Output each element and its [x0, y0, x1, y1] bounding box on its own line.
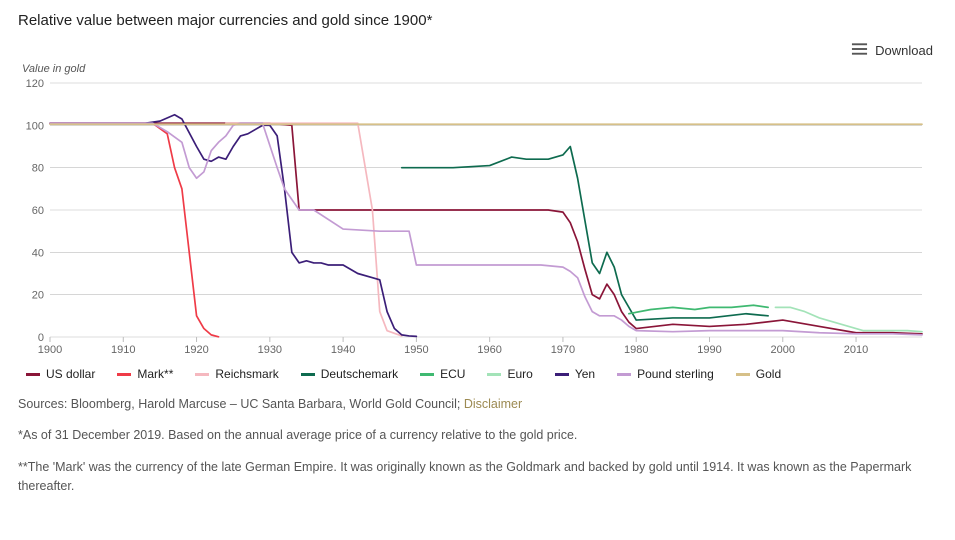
svg-text:1950: 1950 [404, 344, 428, 356]
svg-text:1920: 1920 [184, 344, 208, 356]
y-axis-title: Value in gold [22, 63, 937, 75]
legend-item[interactable]: Yen [555, 367, 595, 381]
svg-text:120: 120 [26, 78, 44, 90]
svg-text:1910: 1910 [111, 344, 135, 356]
disclaimer-link[interactable]: Disclaimer [464, 397, 522, 411]
legend-label: US dollar [46, 367, 95, 381]
svg-text:80: 80 [32, 163, 44, 175]
legend-label: ECU [440, 367, 465, 381]
legend-label: Pound sterling [637, 367, 714, 381]
svg-text:40: 40 [32, 247, 44, 259]
legend-swatch [420, 373, 434, 376]
download-button[interactable]: Download [851, 42, 933, 59]
svg-text:0: 0 [38, 332, 44, 344]
legend-swatch [736, 373, 750, 376]
legend-swatch [617, 373, 631, 376]
legend-item[interactable]: Reichsmark [195, 367, 278, 381]
svg-text:2010: 2010 [844, 344, 868, 356]
legend-swatch [195, 373, 209, 376]
svg-text:60: 60 [32, 205, 44, 217]
svg-text:1940: 1940 [331, 344, 355, 356]
svg-text:1990: 1990 [697, 344, 721, 356]
legend: US dollar Mark** Reichsmark Deutschemark ECU… [26, 367, 937, 381]
footnotes: Sources: Bloomberg, Harold Marcuse – UC … [18, 395, 937, 497]
svg-text:1930: 1930 [258, 344, 282, 356]
sources-line: Sources: Bloomberg, Harold Marcuse – UC … [18, 395, 937, 414]
svg-text:1960: 1960 [477, 344, 501, 356]
svg-text:20: 20 [32, 290, 44, 302]
legend-label: Yen [575, 367, 595, 381]
legend-swatch [301, 373, 315, 376]
chart-title: Relative value between major currencies … [18, 12, 937, 29]
legend-swatch [487, 373, 501, 376]
line-chart: 0 20 40 60 80 100 120 1900 1910 1920 1930 1940 1950 1… [18, 77, 928, 357]
svg-text:1970: 1970 [551, 344, 575, 356]
sources-text: Sources: Bloomberg, Harold Marcuse – UC … [18, 397, 464, 411]
svg-text:2000: 2000 [771, 344, 795, 356]
legend-item[interactable]: Mark** [117, 367, 173, 381]
svg-text:100: 100 [26, 120, 44, 132]
legend-swatch [555, 373, 569, 376]
hamburger-icon [851, 42, 868, 59]
download-label: Download [875, 43, 933, 58]
legend-label: Mark** [137, 367, 173, 381]
svg-text:1980: 1980 [624, 344, 648, 356]
legend-item[interactable]: Euro [487, 367, 532, 381]
footnote-2: **The 'Mark' was the currency of the lat… [18, 458, 937, 497]
legend-label: Deutschemark [321, 367, 398, 381]
legend-label: Reichsmark [215, 367, 278, 381]
legend-item[interactable]: Deutschemark [301, 367, 398, 381]
legend-item[interactable]: Gold [736, 367, 781, 381]
svg-text:1900: 1900 [38, 344, 62, 356]
legend-swatch [26, 373, 40, 376]
legend-swatch [117, 373, 131, 376]
legend-label: Gold [756, 367, 781, 381]
legend-label: Euro [507, 367, 532, 381]
legend-item[interactable]: US dollar [26, 367, 95, 381]
footnote-1: *As of 31 December 2019. Based on the an… [18, 426, 937, 445]
legend-item[interactable]: ECU [420, 367, 465, 381]
legend-item[interactable]: Pound sterling [617, 367, 714, 381]
